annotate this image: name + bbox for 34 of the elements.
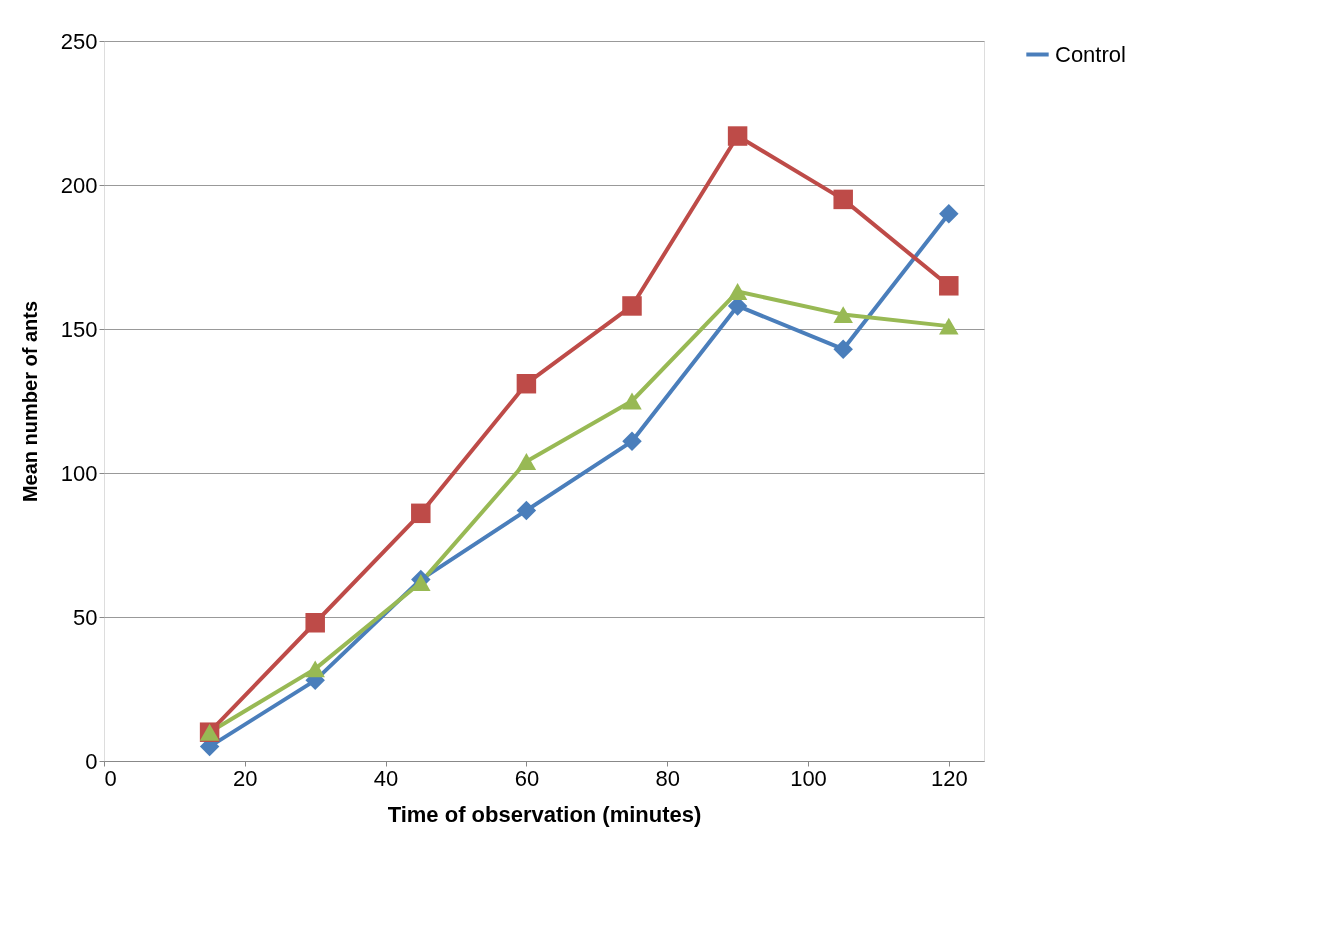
point — [939, 204, 959, 224]
y-tick-label: 0 — [85, 748, 98, 774]
point — [516, 373, 537, 394]
y-axis-title: Mean number of ants — [18, 300, 41, 503]
x-tick-label: 20 — [233, 765, 258, 791]
x-tick-label: 100 — [790, 765, 827, 791]
point — [516, 453, 537, 470]
point — [727, 126, 748, 146]
x-axis-title: Time of observation (minutes) — [387, 801, 702, 827]
point — [833, 189, 853, 210]
x-tick-label: 80 — [655, 765, 680, 791]
point — [411, 574, 431, 591]
y-tick-label: 150 — [60, 316, 98, 342]
y-tick-label: 250 — [60, 28, 98, 54]
y-tick-label: 50 — [73, 604, 98, 630]
point — [305, 613, 325, 633]
point — [833, 339, 853, 359]
point — [622, 392, 642, 410]
point — [516, 500, 537, 521]
legend-label: Control — [1055, 41, 1126, 67]
x-tick-label: 60 — [514, 765, 540, 791]
point — [939, 276, 959, 296]
point — [939, 317, 959, 335]
point — [727, 283, 748, 300]
x-tick-label: 40 — [373, 765, 399, 791]
y-tick-label: 100 — [60, 460, 98, 486]
x-tick-label: 120 — [930, 765, 968, 791]
point — [622, 296, 642, 316]
point — [305, 660, 325, 678]
x-tick-label: 0 — [104, 765, 117, 791]
point — [833, 306, 853, 324]
y-tick-label: 200 — [60, 172, 98, 198]
point — [411, 503, 431, 524]
point — [622, 431, 642, 452]
